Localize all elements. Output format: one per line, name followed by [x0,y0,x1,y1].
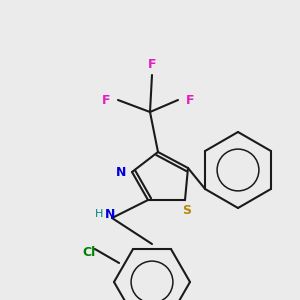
Text: N: N [116,166,126,178]
Text: Cl: Cl [82,247,95,260]
Text: S: S [182,205,191,218]
Text: H: H [95,209,103,219]
Text: F: F [186,94,194,106]
Text: F: F [102,94,110,106]
Text: F: F [148,58,156,71]
Text: N: N [105,208,115,220]
